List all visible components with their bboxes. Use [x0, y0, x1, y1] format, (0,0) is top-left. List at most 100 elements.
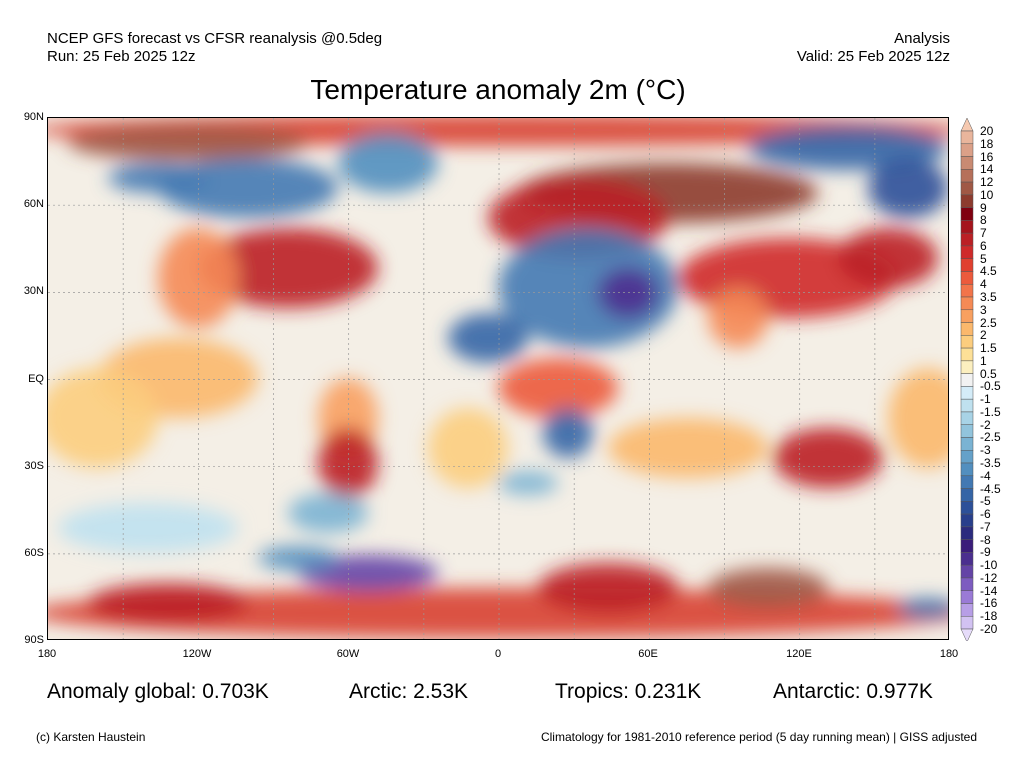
colorbar-label: 9	[980, 200, 987, 215]
colorbar-label: -4.5	[980, 481, 1001, 496]
lat-label-eq: EQ	[28, 373, 44, 385]
anomaly-region	[318, 428, 378, 498]
antarctic-anomaly: Antarctic: 0.977K	[773, 680, 933, 703]
anomaly-region	[498, 358, 618, 418]
anomaly-region	[538, 563, 678, 613]
colorbar-label: -14	[980, 583, 998, 598]
colorbar-label: -1	[980, 392, 991, 407]
temperature-anomaly-map	[47, 117, 949, 640]
colorbar-label: -20	[980, 622, 998, 637]
anomaly-region	[428, 408, 508, 488]
colorbar-label: 20	[980, 124, 994, 138]
colorbar-swatch	[960, 616, 974, 630]
colorbar-swatch	[960, 181, 974, 196]
lon-label-0: 0	[494, 648, 502, 660]
colorbar-swatch	[960, 232, 974, 247]
colorbar-label: -2.5	[980, 430, 1001, 445]
lon-label-120w: 120W	[182, 648, 212, 660]
colorbar-label: 6	[980, 238, 987, 253]
colorbar-swatch	[960, 475, 974, 489]
colorbar-swatch	[960, 462, 974, 477]
colorbar-label: -1.5	[980, 404, 1001, 419]
colorbar-label: 16	[980, 149, 994, 164]
colorbar-swatch	[960, 450, 974, 464]
colorbar-swatch	[960, 552, 974, 566]
anomaly-region	[708, 568, 828, 608]
lat-label-30s: 30S	[24, 460, 44, 472]
colorbar-swatch	[960, 577, 974, 591]
anomaly-region	[58, 503, 238, 553]
model-description: NCEP GFS forecast vs CFSR reanalysis @0.…	[47, 30, 383, 47]
colorbar-swatch	[960, 501, 974, 515]
colorbar-label: -2	[980, 417, 991, 432]
anomaly-region	[298, 555, 438, 591]
anomaly-region	[498, 471, 558, 495]
colorbar-label: 3	[980, 302, 987, 317]
anomaly-region	[498, 228, 678, 348]
credit: (c) Karsten Haustein	[36, 730, 146, 744]
anomaly-region	[48, 368, 158, 468]
lat-label-60s: 60S	[24, 547, 44, 559]
colorbar-swatch	[960, 169, 974, 183]
anomaly-region	[598, 268, 658, 318]
colorbar-label: 5	[980, 251, 987, 266]
anomaly-region	[838, 228, 938, 288]
colorbar-label: 8	[980, 213, 987, 228]
climatology-note: Climatology for 1981-2010 reference peri…	[540, 730, 977, 744]
lat-label-30n: 30N	[23, 285, 44, 297]
colorbar-swatch	[960, 245, 974, 259]
colorbar-swatch	[960, 424, 974, 438]
colorbar-label: 7	[980, 226, 987, 241]
colorbar-swatch	[960, 373, 974, 387]
colorbar-swatch	[960, 271, 974, 285]
anomaly-region	[338, 133, 438, 193]
colorbar-label: 2.5	[980, 315, 997, 330]
colorbar-swatch	[960, 360, 974, 374]
colorbar-swatch	[960, 194, 974, 208]
colorbar-swatch	[960, 143, 974, 157]
colorbar-swatch	[960, 220, 974, 234]
colorbar-label: 10	[980, 187, 994, 202]
colorbar-label: 18	[980, 136, 994, 151]
anomaly-region	[708, 288, 768, 348]
colorbar-label: -18	[980, 609, 998, 624]
colorbar-swatch	[960, 539, 974, 553]
colorbar-swatch	[960, 603, 974, 617]
global-anomaly: Anomaly global: 0.703K	[47, 680, 269, 703]
anomaly-region	[543, 408, 593, 458]
colorbar-swatch	[960, 322, 974, 336]
colorbar-label: 0.5	[980, 366, 997, 381]
colorbar-label: -7	[980, 519, 991, 534]
colorbar-swatch	[960, 590, 974, 604]
colorbar-swatch	[960, 386, 974, 400]
colorbar-swatch	[960, 335, 974, 349]
colorbar-label: -10	[980, 558, 998, 573]
colorbar-swatch	[960, 437, 974, 451]
anomaly-field	[48, 118, 948, 639]
colorbar-swatch	[960, 117, 974, 132]
colorbar-label: -12	[980, 570, 998, 585]
colorbar-label: -3.5	[980, 456, 1001, 471]
anomaly-region	[898, 598, 948, 618]
colorbar-label: -6	[980, 507, 991, 522]
lat-label-90s: 90S	[24, 634, 44, 646]
colorbar-swatch	[960, 207, 974, 221]
anomaly-region	[258, 546, 338, 570]
lat-label-90n: 90N	[23, 111, 44, 123]
colorbar-label: -3	[980, 443, 991, 458]
arctic-anomaly: Arctic: 2.53K	[349, 680, 469, 703]
lon-label-60e: 60E	[638, 648, 658, 660]
anomaly-region	[288, 493, 368, 533]
colorbar-label: -9	[980, 545, 991, 560]
colorbar-label: 4.5	[980, 264, 997, 279]
anomaly-region	[888, 368, 948, 468]
colorbar-swatch	[960, 628, 974, 641]
colorbar-label: 1	[980, 353, 987, 368]
colorbar-label: -5	[980, 494, 991, 509]
colorbar-swatch	[960, 526, 974, 540]
anomaly-region	[448, 313, 528, 363]
colorbar-swatch	[960, 411, 974, 425]
lon-label-180e: 180	[939, 648, 959, 660]
colorbar-swatch	[960, 513, 974, 528]
map-title: Temperature anomaly 2m (°C)	[310, 74, 686, 105]
